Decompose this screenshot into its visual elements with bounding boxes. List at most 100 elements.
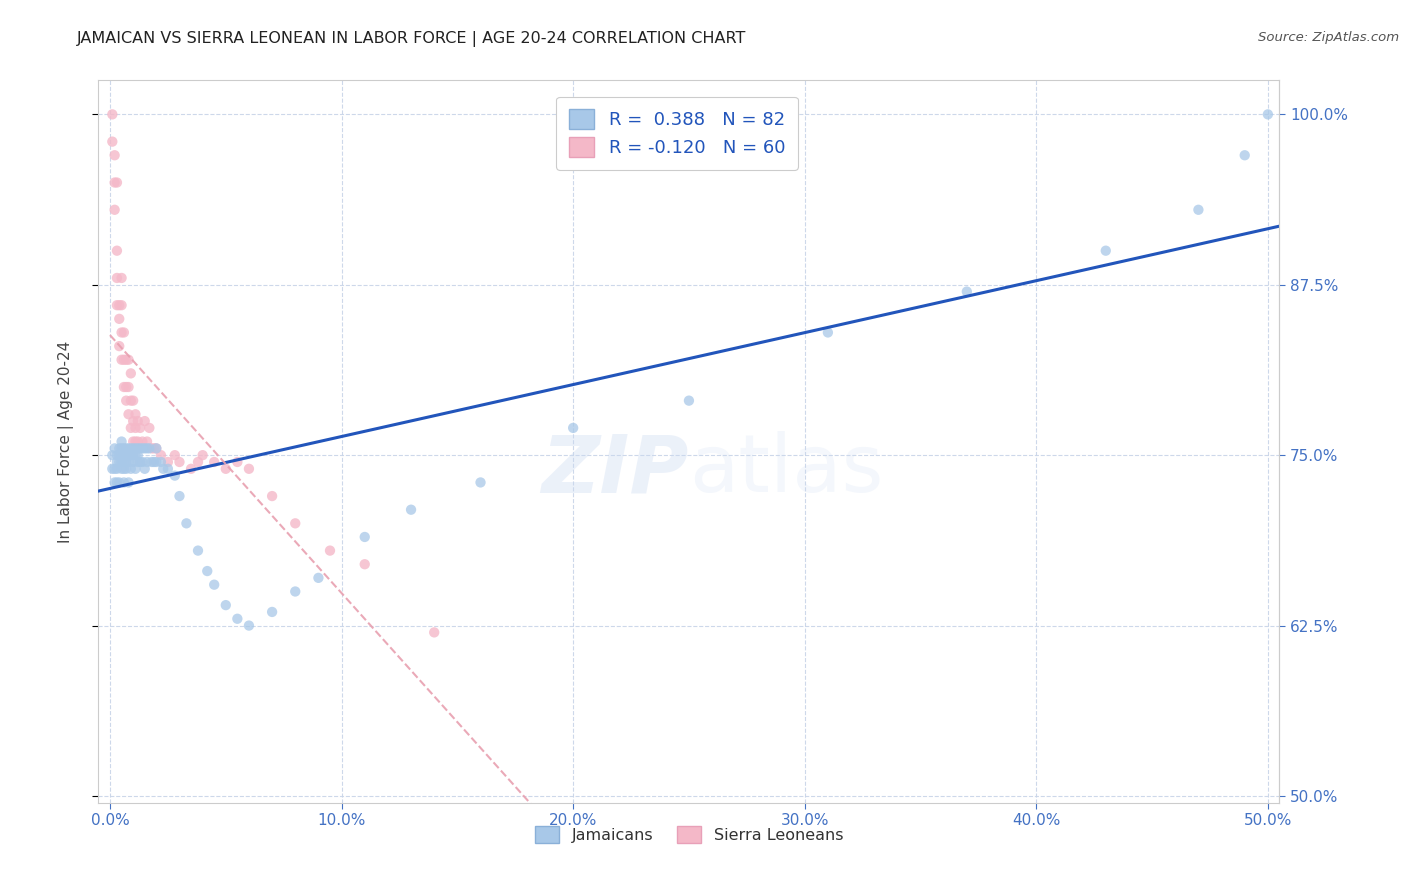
Point [104, 475, 127, 490]
Point [127, 434, 149, 449]
Point [120, 448, 142, 462]
Point [678, 393, 700, 408]
Point [956, 285, 979, 299]
Point [112, 380, 135, 394]
Point [152, 462, 174, 476]
Point [156, 455, 179, 469]
Point [112, 455, 135, 469]
Text: atlas: atlas [689, 432, 883, 509]
Point [1233, 148, 1256, 162]
Point [307, 571, 329, 585]
Point [156, 462, 179, 476]
Point [117, 442, 139, 456]
Point [122, 448, 145, 462]
Point [145, 442, 167, 456]
Text: JAMAICAN VS SIERRA LEONEAN IN LABOR FORCE | AGE 20-24 CORRELATION CHART: JAMAICAN VS SIERRA LEONEAN IN LABOR FORC… [77, 31, 747, 47]
Point [115, 462, 138, 476]
Point [105, 271, 128, 285]
Point [105, 244, 128, 258]
Legend: Jamaicans, Sierra Leoneans: Jamaicans, Sierra Leoneans [524, 816, 853, 853]
Point [108, 298, 131, 312]
Point [1094, 244, 1116, 258]
Point [143, 442, 166, 456]
Point [115, 455, 138, 469]
Point [105, 475, 128, 490]
Point [115, 393, 138, 408]
Point [124, 434, 146, 449]
Point [238, 618, 260, 632]
Point [127, 414, 149, 428]
Point [129, 442, 152, 456]
Point [120, 393, 142, 408]
Point [399, 502, 422, 516]
Point [131, 442, 153, 456]
Point [101, 135, 124, 149]
Point [122, 442, 145, 456]
Point [122, 455, 145, 469]
Point [112, 326, 135, 340]
Point [115, 352, 138, 367]
Point [105, 176, 128, 190]
Point [101, 462, 124, 476]
Point [138, 421, 160, 435]
Point [124, 462, 146, 476]
Point [117, 407, 139, 421]
Point [117, 380, 139, 394]
Point [110, 448, 132, 462]
Point [110, 442, 132, 456]
Point [143, 455, 166, 469]
Point [124, 448, 146, 462]
Point [112, 475, 135, 490]
Point [115, 380, 138, 394]
Text: ZIP: ZIP [541, 432, 689, 509]
Point [353, 530, 375, 544]
Point [105, 448, 128, 462]
Point [127, 442, 149, 456]
Point [120, 442, 142, 456]
Point [117, 352, 139, 367]
Point [110, 271, 132, 285]
Point [145, 442, 167, 456]
Point [149, 455, 172, 469]
Point [131, 455, 153, 469]
Point [110, 326, 132, 340]
Point [112, 462, 135, 476]
Point [176, 516, 198, 531]
Point [108, 339, 131, 353]
Point [122, 434, 145, 449]
Point [145, 455, 167, 469]
Point [149, 448, 172, 462]
Point [112, 352, 135, 367]
Point [112, 442, 135, 456]
Point [284, 516, 307, 531]
Point [470, 475, 492, 490]
Point [108, 475, 131, 490]
Point [226, 612, 249, 626]
Point [215, 462, 238, 476]
Point [122, 414, 145, 428]
Point [195, 564, 218, 578]
Point [226, 455, 249, 469]
Point [117, 455, 139, 469]
Point [215, 598, 238, 612]
Point [262, 605, 284, 619]
Point [1187, 202, 1209, 217]
Point [134, 442, 156, 456]
Point [110, 434, 132, 449]
Point [110, 298, 132, 312]
Point [141, 442, 163, 456]
Point [117, 475, 139, 490]
Point [129, 455, 152, 469]
Point [110, 455, 132, 469]
Point [817, 326, 839, 340]
Point [353, 558, 375, 572]
Point [141, 455, 163, 469]
Point [284, 584, 307, 599]
Point [163, 448, 186, 462]
Point [112, 448, 135, 462]
Point [124, 442, 146, 456]
Point [134, 414, 156, 428]
Point [120, 462, 142, 476]
Point [131, 434, 153, 449]
Point [136, 434, 159, 449]
